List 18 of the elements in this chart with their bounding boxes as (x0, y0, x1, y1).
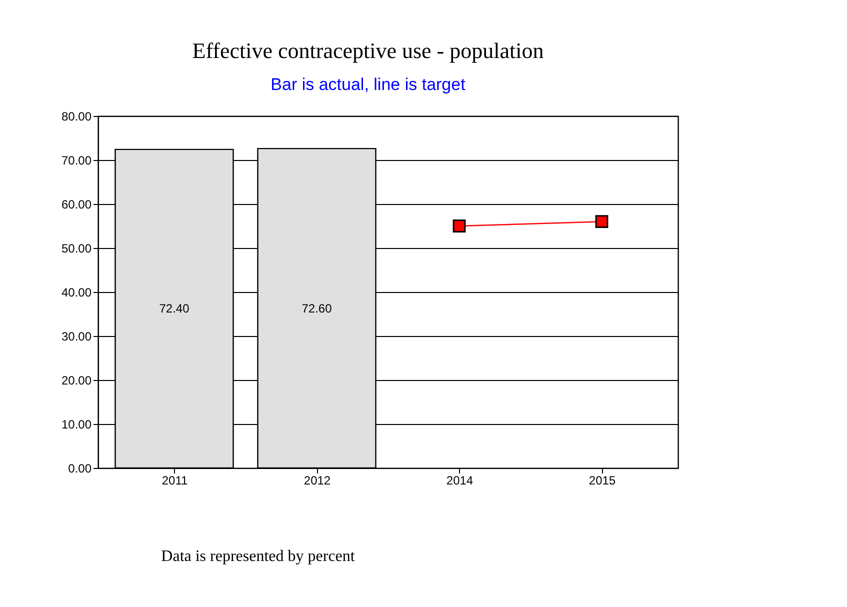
x-tick-label: 2012 (304, 474, 331, 488)
chart-subtitle: Bar is actual, line is target (270, 75, 466, 94)
chart-title: Effective contraceptive use - population (192, 38, 544, 63)
y-tick-label: 50.00 (61, 242, 92, 256)
y-tick-label: 60.00 (61, 198, 92, 212)
data-label: 72.40 (159, 302, 190, 316)
x-tick-label: 2014 (446, 474, 474, 488)
y-tick-label: 30.00 (61, 330, 92, 344)
y-tick-label: 70.00 (61, 154, 92, 168)
y-tick-label: 80.00 (61, 110, 92, 124)
y-tick-label: 40.00 (61, 286, 92, 300)
y-tick-label: 10.00 (61, 418, 92, 432)
x-tick-label: 2015 (588, 474, 616, 488)
data-label: 72.60 (302, 301, 332, 316)
text: Data is represented by percent (161, 548, 356, 565)
y-tick-label: 20.00 (61, 374, 92, 388)
x-tick-label: 2011 (162, 474, 188, 488)
y-tick-label: 0.00 (68, 462, 92, 476)
